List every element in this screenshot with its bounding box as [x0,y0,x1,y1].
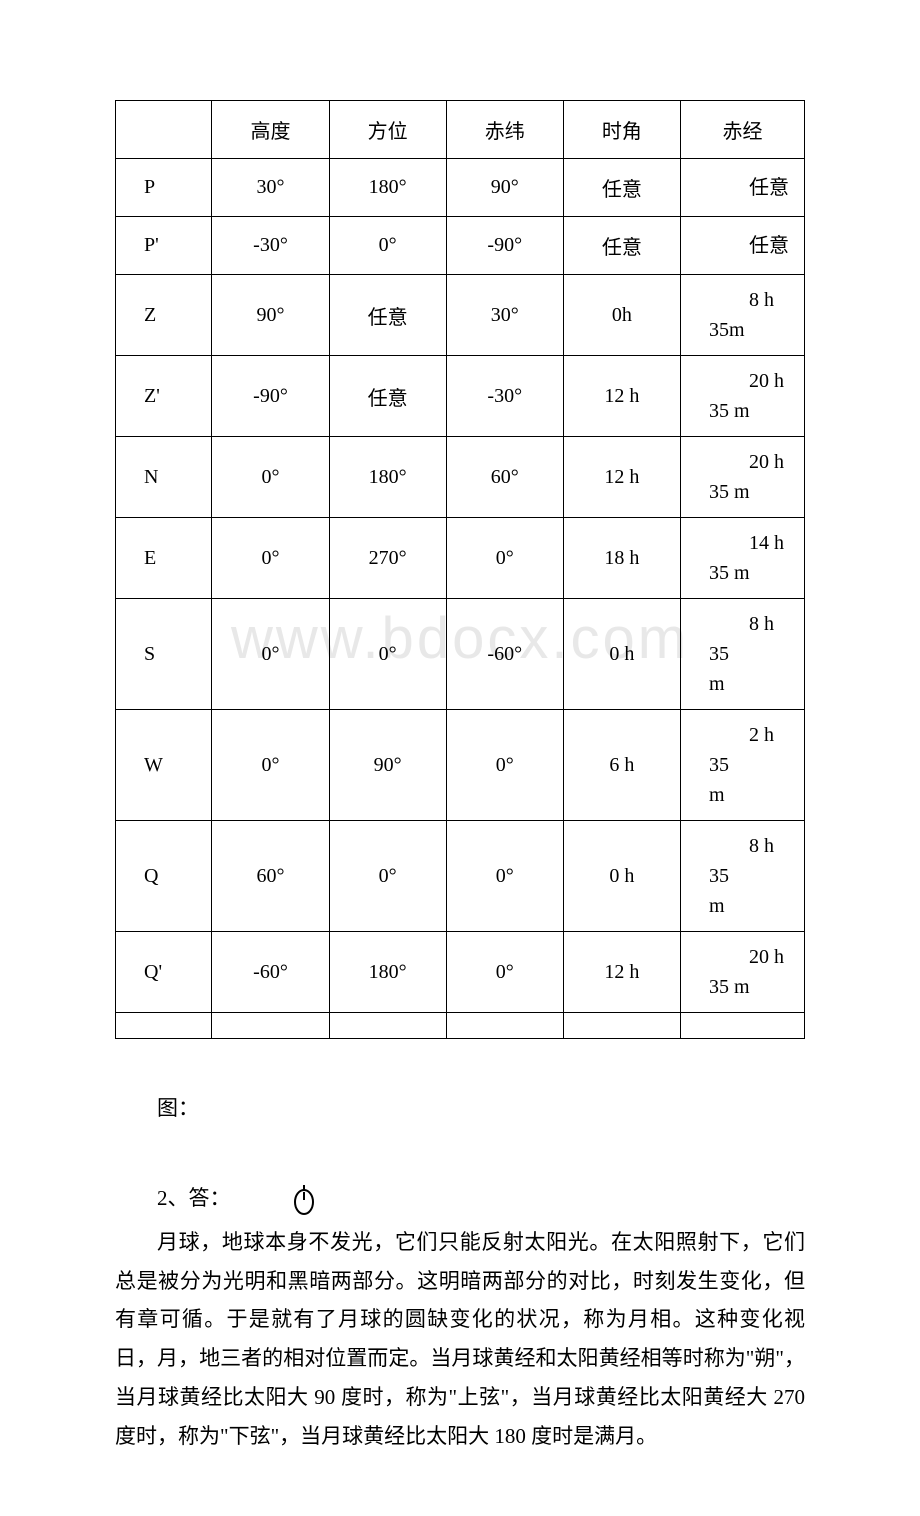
table-row: Z' -90° 任意 -30° 12 h 20 h35 m [116,356,805,437]
header-cell: 方位 [329,101,446,159]
cell: -60° [446,599,563,710]
cell: 0 h [563,821,680,932]
cell: 任意 [680,159,804,217]
cell: 12 h [563,356,680,437]
table-row: E 0° 270° 0° 18 h 14 h35 m [116,518,805,599]
cell: 0° [446,710,563,821]
row-label: P' [116,217,212,275]
cell: -30° [212,217,329,275]
answer-label-line: 2、答： [115,1179,805,1219]
cell: 14 h35 m [680,518,804,599]
cell: -90° [446,217,563,275]
cell: 90° [329,710,446,821]
cell: 任意 [563,159,680,217]
table-row: W 0° 90° 0° 6 h 2 h 35m [116,710,805,821]
row-label: W [116,710,212,821]
mouse-icon [250,1185,274,1215]
cell: -90° [212,356,329,437]
cell: 12 h [563,437,680,518]
row-label: Z' [116,356,212,437]
header-cell: 时角 [563,101,680,159]
cell: 12 h [563,932,680,1013]
cell: 0° [212,599,329,710]
table-row: S 0° 0° -60° 0 h 8 h 35m [116,599,805,710]
cell: 20 h35 m [680,437,804,518]
row-label: N [116,437,212,518]
cell: 30° [212,159,329,217]
table-row: Q 60° 0° 0° 0 h 8 h 35m [116,821,805,932]
cell: 任意 [563,217,680,275]
header-cell: 赤纬 [446,101,563,159]
table-row: P' -30° 0° -90° 任意 任意 [116,217,805,275]
row-label: Z [116,275,212,356]
cell: 180° [329,159,446,217]
table-header-row: 高度 方位 赤纬 时角 赤经 [116,101,805,159]
cell: 任意 [329,275,446,356]
cell: 8 h 35m [680,821,804,932]
body-paragraph: 月球，地球本身不发光，它们只能反射太阳光。在太阳照射下，它们总是被分为光明和黑暗… [115,1223,805,1456]
cell: 60° [212,821,329,932]
cell: 18 h [563,518,680,599]
row-label: P [116,159,212,217]
cell: 0° [212,710,329,821]
cell: 0° [329,599,446,710]
row-label: Q [116,821,212,932]
table-row: Q' -60° 180° 0° 12 h 20 h35 m [116,932,805,1013]
cell: 8 h 35m [680,599,804,710]
cell: 任意 [329,356,446,437]
cell: 270° [329,518,446,599]
cell: 20 h35 m [680,932,804,1013]
cell: 2 h 35m [680,710,804,821]
figure-label: 图： [115,1089,805,1129]
cell: 6 h [563,710,680,821]
cell: 60° [446,437,563,518]
table-row: Z 90° 任意 30° 0h 8 h35m [116,275,805,356]
table-row: N 0° 180° 60° 12 h 20 h35 m [116,437,805,518]
cell: 0° [212,518,329,599]
cell: 0° [446,932,563,1013]
cell: 0° [329,217,446,275]
row-label: E [116,518,212,599]
cell: -30° [446,356,563,437]
answer-label: 2、答： [157,1186,231,1210]
row-label: S [116,599,212,710]
cell: 0° [329,821,446,932]
cell: 任意 [680,217,804,275]
cell: -60° [212,932,329,1013]
table-empty-row [116,1013,805,1039]
cell: 0° [446,821,563,932]
header-cell [116,101,212,159]
table-row: P 30° 180° 90° 任意 任意 [116,159,805,217]
cell: 0° [446,518,563,599]
cell: 90° [212,275,329,356]
header-cell: 高度 [212,101,329,159]
cell: 30° [446,275,563,356]
cell: 180° [329,437,446,518]
row-label: Q' [116,932,212,1013]
cell: 20 h35 m [680,356,804,437]
cell: 180° [329,932,446,1013]
cell: 8 h35m [680,275,804,356]
cell: 0° [212,437,329,518]
cell: 0h [563,275,680,356]
cell: 90° [446,159,563,217]
coordinates-table: 高度 方位 赤纬 时角 赤经 P 30° 180° 90° 任意 任意 P' -… [115,100,805,1039]
header-cell: 赤经 [680,101,804,159]
cell: 0 h [563,599,680,710]
